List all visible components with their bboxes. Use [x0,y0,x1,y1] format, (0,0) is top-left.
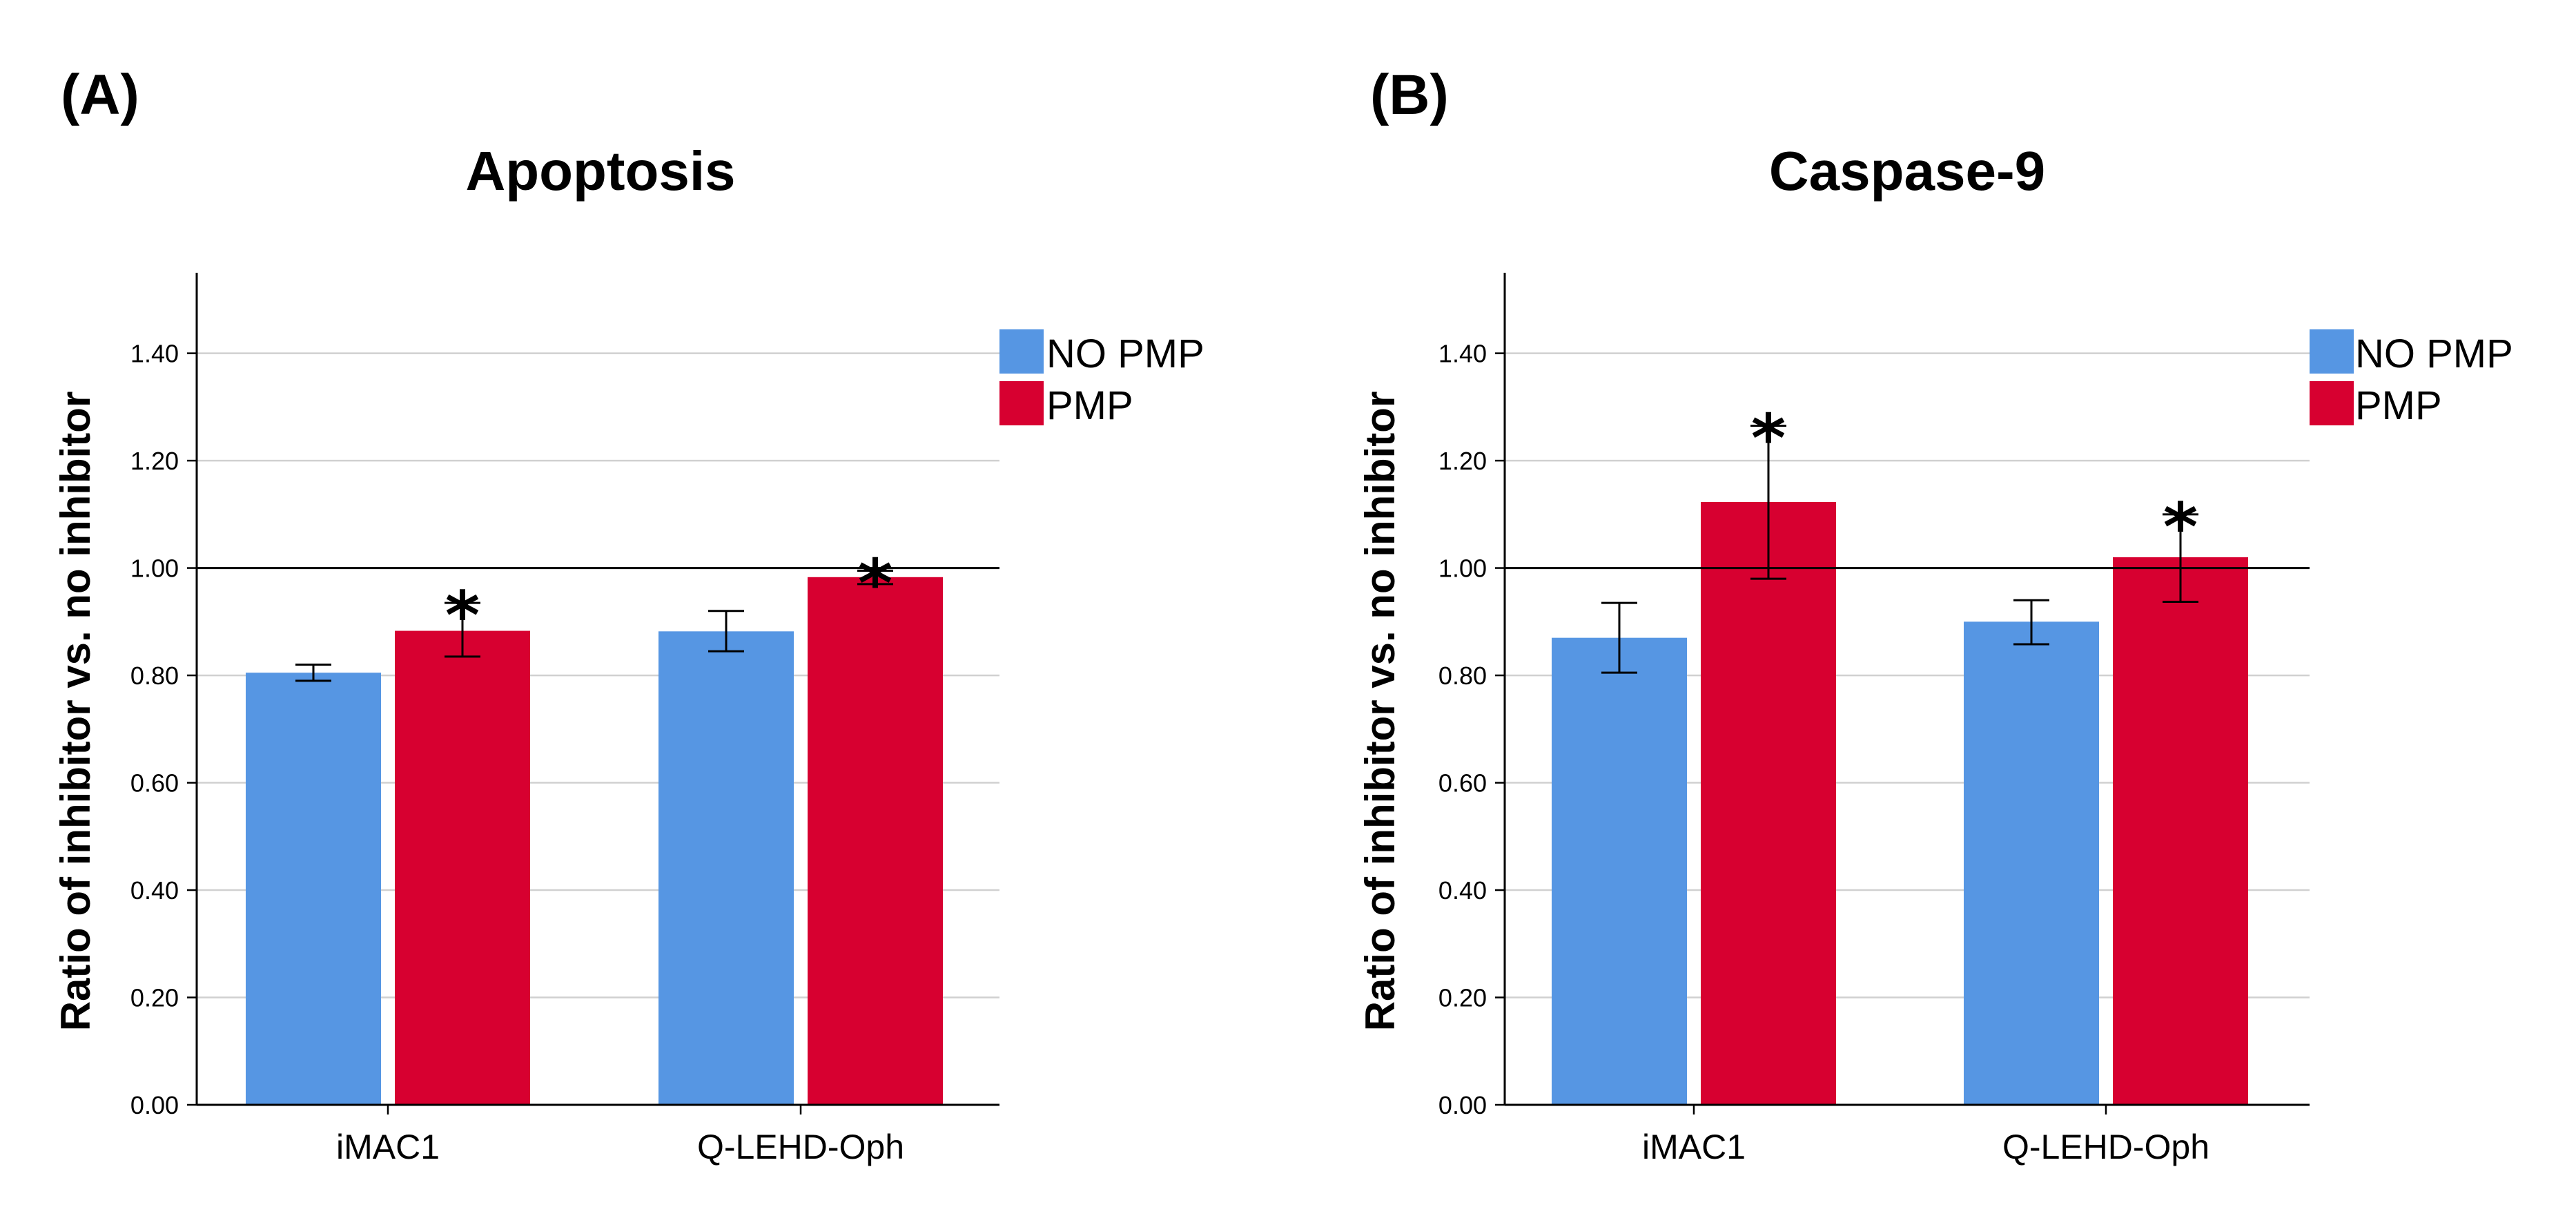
y-tick-label: 0.40 [130,876,179,905]
significance-star: * [445,577,480,655]
legend-label-no-pmp: NO PMP [2355,331,2513,376]
legend-swatch-pmp [999,381,1044,425]
significance-star: * [2163,489,2198,566]
legend: NO PMP PMP [999,329,1204,428]
panel-label: (A) [61,64,139,126]
y-tick-label: 0.60 [1438,769,1487,798]
legend-label-pmp: PMP [2355,383,2442,428]
panel-label: (B) [1370,64,1449,126]
legend-swatch-no-pmp [999,329,1044,374]
y-tick-label: 1.00 [130,554,179,583]
legend-swatch-no-pmp [2310,329,2354,374]
bar [1552,637,1687,1105]
y-tick-label: 0.20 [130,984,179,1012]
y-tick-label: 0.20 [1438,984,1487,1012]
y-tick-label: 0.00 [130,1091,179,1119]
y-axis-label: Ratio of inhibitor vs. no inhibitor [52,392,99,1032]
significance-star: * [1751,400,1786,478]
legend-swatch-pmp [2310,381,2354,425]
chart-panel-b: (B) Caspase-9 Ratio of inhibitor vs. no … [1357,64,2513,1166]
bar [808,577,943,1105]
x-tick-label: iMAC1 [336,1128,440,1166]
significance-star: * [858,545,892,622]
legend-label-no-pmp: NO PMP [1046,331,1204,376]
bar [1964,621,2099,1105]
bar [395,630,530,1105]
legend: NO PMP PMP [2310,329,2513,428]
plot-area: 0.00 0.20 0.40 0.60 0.80 1.00 1.20 1.40 * iMAC1 * Q… [130,273,999,1166]
y-axis-label: Ratio of inhibitor vs. no inhibitor [1357,392,1403,1032]
chart-title: Apoptosis [465,140,735,202]
y-tick-label: 1.00 [1438,554,1487,583]
bar [246,673,381,1105]
y-tick-label: 0.80 [1438,662,1487,690]
y-tick-label: 0.80 [130,662,179,690]
y-tick-label: 1.40 [1438,340,1487,368]
y-tick-label: 0.60 [130,769,179,798]
bar [1701,501,1836,1105]
x-tick-label: Q-LEHD-Oph [2002,1128,2209,1166]
bar [2113,557,2248,1105]
y-tick-label: 1.20 [1438,447,1487,475]
y-tick-label: 0.00 [1438,1091,1487,1119]
y-tick-label: 0.40 [1438,876,1487,905]
chart-panel-a: (A) Apoptosis Ratio of inhibitor vs. no … [52,64,1204,1166]
x-tick-label: Q-LEHD-Oph [697,1128,904,1166]
legend-label-pmp: PMP [1046,383,1133,428]
x-tick-label: iMAC1 [1642,1128,1746,1166]
y-tick-label: 1.40 [130,340,179,368]
chart-title: Caspase-9 [1769,140,2045,202]
plot-area: 0.00 0.20 0.40 0.60 0.80 1.00 1.20 1.40 * iMAC1 * Q… [1438,273,2310,1166]
bar [658,631,794,1105]
y-tick-label: 1.20 [130,447,179,475]
